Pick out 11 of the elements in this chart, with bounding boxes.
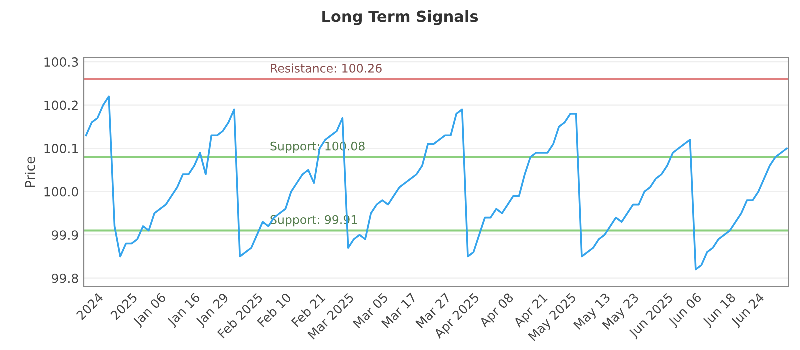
y-tick-label: 99.9 <box>52 230 78 240</box>
y-tick-label: 100.2 <box>44 100 78 110</box>
y-tick-label: 100.3 <box>44 58 78 67</box>
line-series <box>85 96 788 271</box>
ref-line-label: Resistance: 100.26 <box>271 64 382 73</box>
y-tick-label: 100.0 <box>44 187 78 197</box>
x-tick-label: Apr 08 <box>478 292 516 330</box>
y-tick-label: 99.8 <box>52 274 78 284</box>
y-axis-title: Price <box>25 156 36 188</box>
chart-title: Long Term Signals <box>322 10 478 26</box>
y-tick-label: 100.1 <box>44 144 78 154</box>
